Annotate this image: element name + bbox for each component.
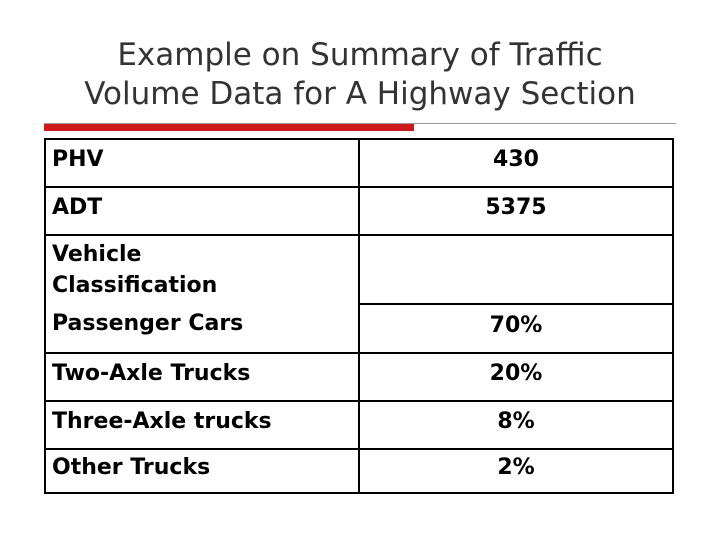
label-classification: Classification	[52, 273, 218, 298]
table-row-other-trucks-label: Other Trucks	[46, 450, 360, 492]
table-row-three-axle-value: 8%	[497, 409, 535, 434]
table-row-phv-value: 430	[493, 147, 539, 172]
traffic-summary-table: PHV 430 ADT 5375 Vehicle Classification …	[44, 138, 674, 494]
title-accent-bar	[44, 124, 414, 131]
table-row-two-axle-value: 20%	[489, 361, 543, 386]
table-row-divider	[46, 234, 672, 236]
table-row-divider	[46, 186, 672, 188]
slide-title-line-2: Volume Data for A Highway Section	[84, 76, 636, 112]
label-passenger-cars: Passenger Cars	[52, 311, 244, 336]
table-row-adt-value: 5375	[485, 195, 547, 220]
table-row-divider	[46, 400, 672, 402]
table-row-divider	[46, 448, 672, 450]
slide-title: Example on Summary of Traffic Volume Dat…	[0, 36, 720, 114]
table-row-two-axle-label: Two-Axle Trucks	[46, 354, 360, 400]
table-row-divider	[46, 352, 672, 354]
table-row-classification-label: Vehicle Classification Passenger Cars	[46, 236, 360, 352]
title-divider-line	[44, 123, 676, 124]
table-row-passenger-cars-value: 70%	[489, 313, 543, 338]
table-row-other-trucks-value: 2%	[497, 455, 535, 480]
slide-title-line-1: Example on Summary of Traffic	[117, 37, 603, 73]
table-row-divider-partial	[360, 303, 672, 305]
table-row-phv-label: PHV	[46, 140, 360, 186]
label-vehicle: Vehicle	[52, 242, 142, 267]
table-row-adt-label: ADT	[46, 188, 360, 234]
table-row-three-axle-label: Three-Axle trucks	[46, 402, 360, 448]
